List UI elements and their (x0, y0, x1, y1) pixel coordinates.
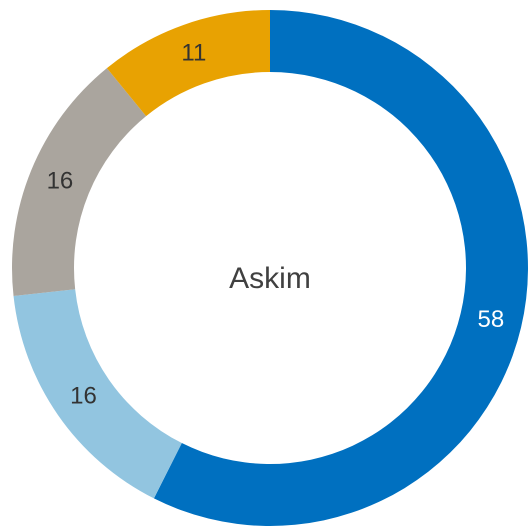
value-label: 16 (47, 167, 74, 194)
center-title: Askim (229, 262, 311, 295)
donut-slice (13, 289, 182, 499)
donut-slice (106, 10, 270, 117)
value-label: 58 (477, 306, 504, 333)
value-label: 11 (181, 40, 206, 67)
value-label: 16 (70, 383, 97, 410)
donut-slice (12, 68, 147, 297)
donut-slice (153, 10, 528, 526)
